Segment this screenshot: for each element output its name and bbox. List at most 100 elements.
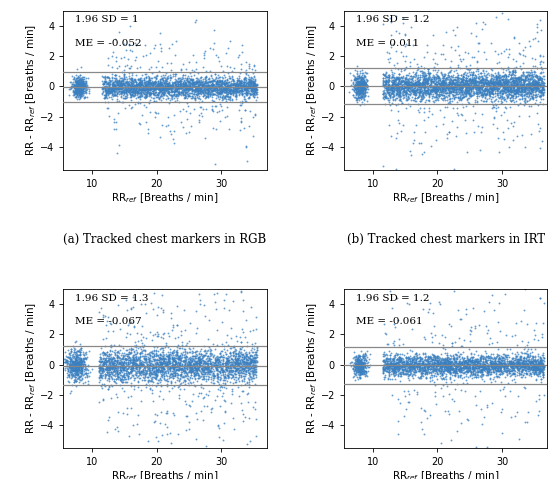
Point bbox=[405, 362, 414, 370]
Point bbox=[220, 93, 229, 101]
Point bbox=[510, 86, 519, 94]
Point bbox=[67, 361, 76, 369]
Point bbox=[519, 80, 527, 88]
Point bbox=[443, 363, 452, 371]
Point bbox=[201, 81, 210, 89]
Point bbox=[112, 364, 121, 371]
Point bbox=[448, 71, 457, 79]
Point bbox=[535, 78, 543, 86]
Point bbox=[73, 371, 82, 378]
Point bbox=[355, 361, 364, 368]
Point bbox=[136, 79, 145, 87]
Point bbox=[188, 80, 196, 88]
Point bbox=[186, 356, 195, 364]
Point bbox=[437, 368, 446, 376]
Point bbox=[76, 79, 85, 87]
Point bbox=[72, 86, 80, 94]
Point bbox=[126, 349, 135, 357]
Point bbox=[123, 378, 131, 386]
Point bbox=[149, 79, 158, 87]
Point bbox=[200, 134, 209, 141]
Point bbox=[78, 358, 87, 366]
Point bbox=[430, 75, 439, 82]
Point bbox=[217, 353, 226, 360]
Point bbox=[189, 80, 197, 87]
Point bbox=[500, 83, 509, 91]
Point bbox=[195, 95, 204, 103]
Point bbox=[125, 101, 134, 109]
Point bbox=[437, 369, 446, 376]
Point bbox=[409, 361, 417, 369]
Point bbox=[144, 373, 152, 381]
Point bbox=[465, 82, 474, 90]
Point bbox=[173, 78, 182, 86]
Point bbox=[387, 84, 396, 91]
Point bbox=[150, 84, 158, 91]
Point bbox=[514, 102, 522, 109]
Point bbox=[447, 87, 455, 94]
Point bbox=[432, 96, 441, 103]
Point bbox=[250, 353, 258, 361]
Point bbox=[177, 81, 185, 89]
Point bbox=[252, 358, 261, 365]
Point bbox=[515, 360, 524, 367]
Point bbox=[236, 80, 245, 87]
Point bbox=[493, 79, 502, 87]
Point bbox=[234, 84, 243, 92]
Point bbox=[523, 363, 532, 370]
Point bbox=[518, 95, 526, 103]
Point bbox=[150, 343, 158, 351]
Point bbox=[234, 53, 243, 61]
Point bbox=[145, 89, 153, 97]
Point bbox=[389, 366, 398, 374]
Point bbox=[450, 80, 459, 87]
Point bbox=[437, 363, 446, 370]
Point bbox=[452, 369, 461, 376]
Point bbox=[166, 81, 175, 89]
Point bbox=[397, 67, 405, 75]
Point bbox=[72, 365, 81, 372]
Point bbox=[95, 367, 103, 375]
Point bbox=[468, 89, 477, 97]
Point bbox=[73, 91, 81, 99]
Point bbox=[246, 78, 255, 86]
Point bbox=[452, 354, 461, 362]
Point bbox=[210, 26, 218, 34]
Point bbox=[152, 364, 161, 371]
Point bbox=[155, 376, 163, 384]
Point bbox=[232, 88, 241, 95]
Point bbox=[485, 368, 493, 376]
Point bbox=[211, 361, 220, 368]
Point bbox=[131, 368, 140, 376]
Point bbox=[356, 354, 365, 362]
Point bbox=[209, 360, 218, 368]
Point bbox=[498, 72, 507, 80]
Point bbox=[235, 352, 244, 360]
Point bbox=[406, 360, 415, 368]
Point bbox=[490, 361, 499, 368]
Point bbox=[221, 89, 230, 97]
Point bbox=[111, 82, 119, 90]
Point bbox=[443, 354, 452, 362]
Point bbox=[136, 363, 145, 371]
Point bbox=[388, 73, 397, 80]
Point bbox=[507, 88, 516, 95]
Point bbox=[217, 464, 226, 472]
Point bbox=[465, 356, 474, 364]
Point bbox=[354, 351, 363, 359]
Point bbox=[198, 81, 207, 89]
Point bbox=[535, 354, 544, 362]
Point bbox=[472, 356, 481, 364]
Point bbox=[507, 84, 515, 91]
Point bbox=[416, 363, 425, 371]
Point bbox=[149, 87, 158, 95]
Point bbox=[141, 82, 150, 90]
Point bbox=[355, 88, 364, 96]
Point bbox=[524, 83, 532, 91]
Point bbox=[428, 354, 437, 361]
Point bbox=[491, 365, 499, 372]
Point bbox=[503, 363, 512, 370]
Point bbox=[425, 69, 433, 77]
Point bbox=[354, 370, 362, 377]
Point bbox=[209, 76, 218, 83]
